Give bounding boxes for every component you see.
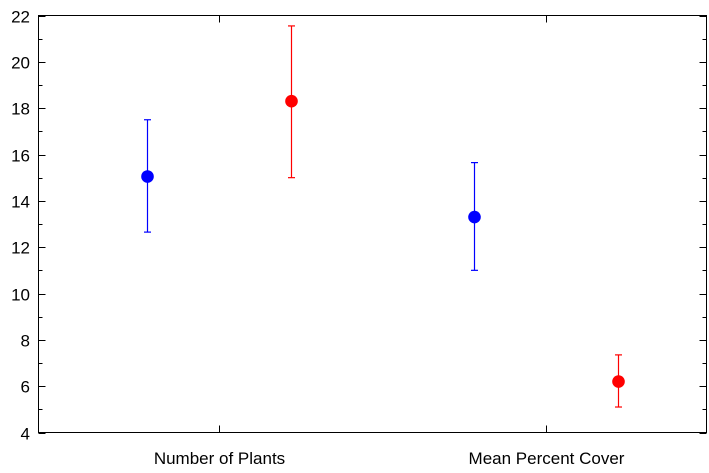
y-tick-label: 6 [21,378,30,397]
x-axis: Number of Plants Mean Percent Cover [154,15,625,468]
series-layer [141,25,625,408]
mean-point [468,210,481,224]
y-axis: 4 6 8 10 12 14 16 18 20 22 [11,8,707,444]
mean-point [285,94,298,108]
y-tick-label: 14 [11,193,30,212]
y-tick-label: 8 [21,332,30,351]
y-tick-label: 20 [11,54,30,73]
mean-point [612,375,625,388]
y-tick-label: 4 [21,425,30,444]
x-category-label: Mean Percent Cover [469,449,625,468]
x-category-label: Number of Plants [154,449,285,468]
y-tick-label: 22 [11,8,30,27]
y-tick-label: 16 [11,147,30,166]
y-tick-label: 18 [11,100,30,119]
y-tick-label: 12 [11,239,30,258]
plot-frame [38,15,707,433]
series-2 [285,25,625,408]
y-tick-label: 10 [11,286,30,305]
series-1 [141,119,481,271]
mean-point [141,170,154,183]
